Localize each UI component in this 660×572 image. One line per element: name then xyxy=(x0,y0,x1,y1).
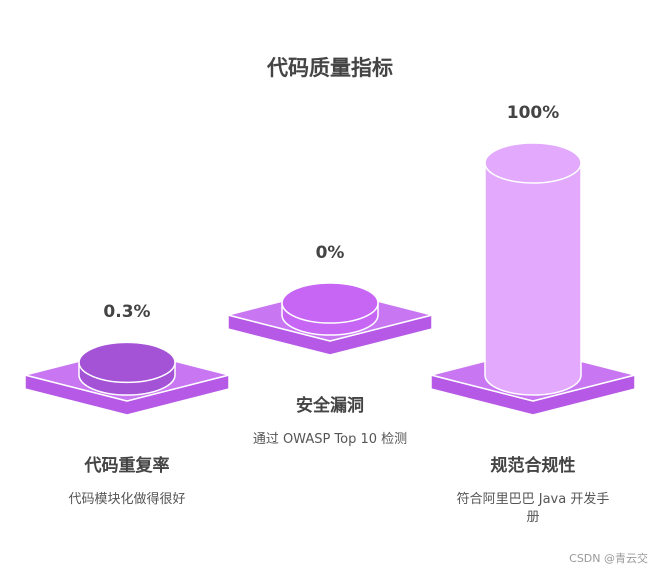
value-label: 0.3% xyxy=(103,302,151,323)
category-label: 安全漏洞 xyxy=(296,396,364,416)
cylinder-top xyxy=(281,282,379,324)
category-label: 代码重复率 xyxy=(84,456,170,476)
chart-title: 代码质量指标 xyxy=(267,56,393,80)
description: 符合阿里巴巴 Java 开发手册 xyxy=(456,492,610,525)
value-label: 100% xyxy=(506,103,560,123)
cylinder xyxy=(484,162,582,396)
watermark: CSDN @青云交 xyxy=(569,552,648,565)
category-label: 规范合规性 xyxy=(490,456,576,476)
description: 通过 OWASP Top 10 检测 xyxy=(252,432,408,447)
value-label: 0% xyxy=(315,243,345,263)
cylinder-top xyxy=(78,341,176,384)
cylinder-top xyxy=(484,142,582,184)
description: 代码模块化做得很好 xyxy=(68,492,186,507)
